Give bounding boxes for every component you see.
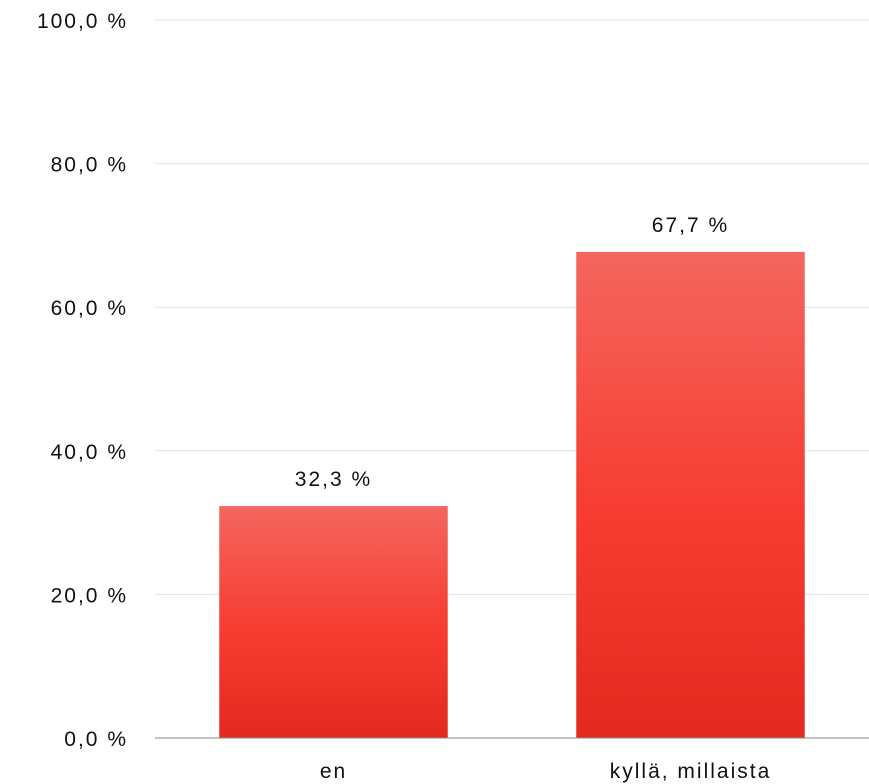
bar-0 [219, 506, 448, 738]
y-tick-label: 60,0 % [51, 297, 128, 320]
y-axis-ticks: 0,0 % 20,0 % 40,0 % 60,0 % 80,0 % 100,0 % [37, 10, 128, 751]
x-category-label: kyllä, millaista [610, 760, 772, 783]
bar-value-label: 32,3 % [295, 468, 372, 491]
bar-value-label: 67,7 % [652, 214, 729, 237]
y-tick-label: 80,0 % [51, 154, 128, 177]
y-tick-label: 100,0 % [37, 10, 128, 33]
y-tick-label: 0,0 % [64, 728, 128, 751]
bar-1 [576, 251, 805, 738]
y-tick-label: 20,0 % [51, 584, 128, 607]
x-axis-categories: en kyllä, millaista [320, 760, 772, 783]
x-category-label: en [320, 760, 347, 783]
bar-value-labels: 32,3 % 67,7 % [295, 214, 729, 491]
bars [219, 251, 805, 738]
y-tick-label: 40,0 % [51, 441, 128, 464]
